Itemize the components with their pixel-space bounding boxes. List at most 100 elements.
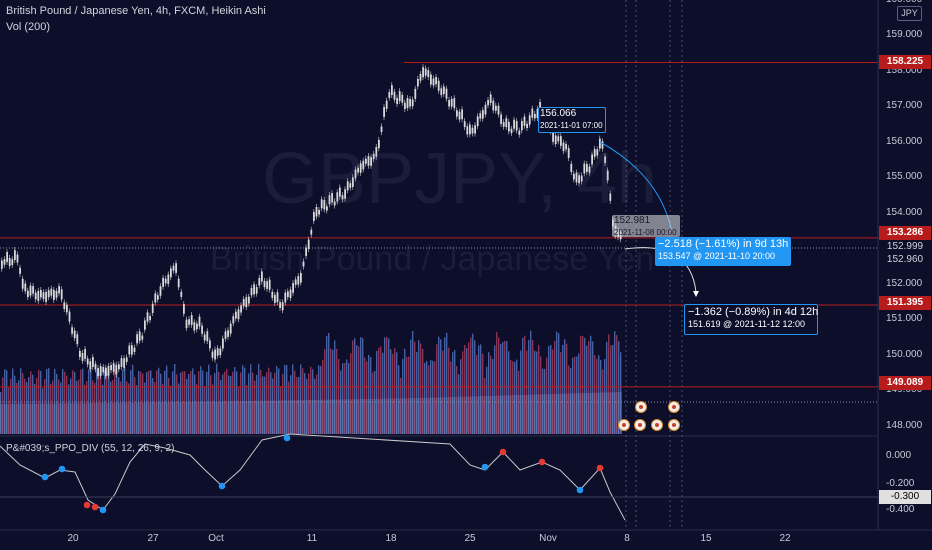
volume-bar [246, 385, 248, 434]
candle-body [448, 100, 450, 107]
candle-body [118, 364, 120, 370]
candle-body [404, 102, 406, 109]
projection-label-2[interactable]: −1.362 (−0.89%) in 4d 12h 151.619 @ 2021… [684, 304, 818, 335]
volume-bar [136, 385, 138, 434]
candle-body [268, 279, 271, 290]
volume-bar [286, 365, 288, 434]
event-icon[interactable] [635, 401, 647, 413]
volume-bar [216, 363, 218, 434]
volume-bar [618, 341, 620, 434]
volume-bar [102, 384, 104, 434]
volume-bar [214, 373, 216, 434]
volume-bar [168, 378, 170, 434]
price-tag: 153.286 [879, 226, 931, 240]
candle-body [227, 330, 229, 337]
mid-price-label[interactable]: 152.981 2021-11-08 00:00 [612, 215, 680, 237]
event-icon[interactable] [651, 419, 663, 431]
event-icon[interactable] [668, 419, 680, 431]
price-scale-label: 158.000 [886, 64, 923, 76]
candle-body [198, 316, 201, 327]
volume-legend[interactable]: Vol (200) [6, 21, 51, 33]
candle-body [131, 345, 133, 355]
volume-bar [548, 346, 550, 434]
volume-bar [278, 368, 280, 434]
volume-bar [478, 345, 480, 434]
volume-bar [108, 372, 110, 434]
volume-bar [118, 377, 120, 434]
volume-bar [544, 368, 546, 434]
candle-body [149, 316, 151, 321]
price-scale-label: 148.000 [886, 419, 923, 431]
candle-body [112, 363, 115, 372]
volume-bar [320, 365, 322, 434]
volume-bar [20, 368, 22, 434]
candle-body [107, 365, 110, 376]
volume-bar [428, 365, 430, 434]
volume-bar [106, 371, 108, 434]
candle-body [456, 110, 458, 117]
divergence-dot [596, 464, 604, 472]
volume-bar [552, 349, 554, 434]
volume-bar [412, 331, 414, 434]
event-icon[interactable] [618, 419, 630, 431]
volume-bar [128, 383, 130, 434]
candle-body [531, 108, 534, 118]
volume-bar [300, 364, 302, 434]
candle-body [365, 158, 367, 164]
candle-body [281, 302, 284, 311]
indicator-scale-label: -0.200 [886, 478, 915, 489]
candle-body [606, 170, 609, 181]
volume-bar [332, 349, 334, 434]
divergence-dot [218, 482, 226, 490]
candle-body [27, 290, 29, 298]
indicator-tag: -0.300 [879, 490, 931, 504]
candle-body [424, 68, 427, 76]
volume-bar [372, 372, 374, 434]
time-axis-label: 18 [385, 533, 397, 544]
volume-bar [448, 347, 450, 434]
candle-body [63, 302, 66, 310]
candle-body [578, 175, 580, 184]
candle-body [136, 334, 138, 344]
candle-body [276, 292, 279, 303]
volume-bar [512, 361, 514, 434]
candle-body [396, 98, 398, 105]
candle-body [229, 323, 232, 334]
time-axis-label: 20 [67, 533, 79, 544]
candle-body [201, 325, 203, 334]
symbol-title[interactable]: British Pound / Japanese Yen, 4h, FXCM, … [6, 5, 266, 17]
event-icon[interactable] [668, 401, 680, 413]
candle-body [591, 154, 593, 165]
volume-bar [612, 344, 614, 434]
candle-body [331, 193, 333, 203]
volume-bar [186, 378, 188, 434]
candle-body [73, 330, 76, 339]
volume-bar [482, 353, 484, 434]
event-icon[interactable] [634, 419, 646, 431]
volume-bar [594, 355, 596, 434]
price-scale-label: 157.000 [886, 100, 923, 111]
volume-bar [226, 369, 228, 434]
volume-bar [60, 382, 62, 434]
volume-bar [46, 369, 48, 434]
price-scale-label: 155.000 [886, 171, 923, 182]
candle-body [188, 319, 190, 325]
volume-bar [38, 369, 40, 434]
candle-body [437, 80, 440, 91]
indicator-legend[interactable]: P&#039;s_PPO_DIV (55, 12, 26, 9, 2) [6, 443, 175, 454]
candle-body [68, 311, 71, 322]
candle-body [250, 287, 253, 296]
currency-button[interactable]: JPY [897, 6, 922, 21]
candle-body [284, 292, 287, 303]
candle-body [414, 88, 417, 99]
candle-body [502, 122, 505, 127]
volume-bar [362, 338, 364, 434]
volume-bar [238, 386, 240, 434]
volume-bar [12, 368, 14, 434]
candle-body [183, 304, 185, 314]
volume-bar [616, 335, 618, 434]
projection-label-1[interactable]: −2.518 (−1.61%) in 9d 13h 153.547 @ 2021… [655, 237, 791, 266]
volume-bar [142, 373, 144, 434]
candle-body [391, 85, 393, 96]
high-price-label[interactable]: 156.066 2021-11-01 07:00 [538, 107, 606, 133]
